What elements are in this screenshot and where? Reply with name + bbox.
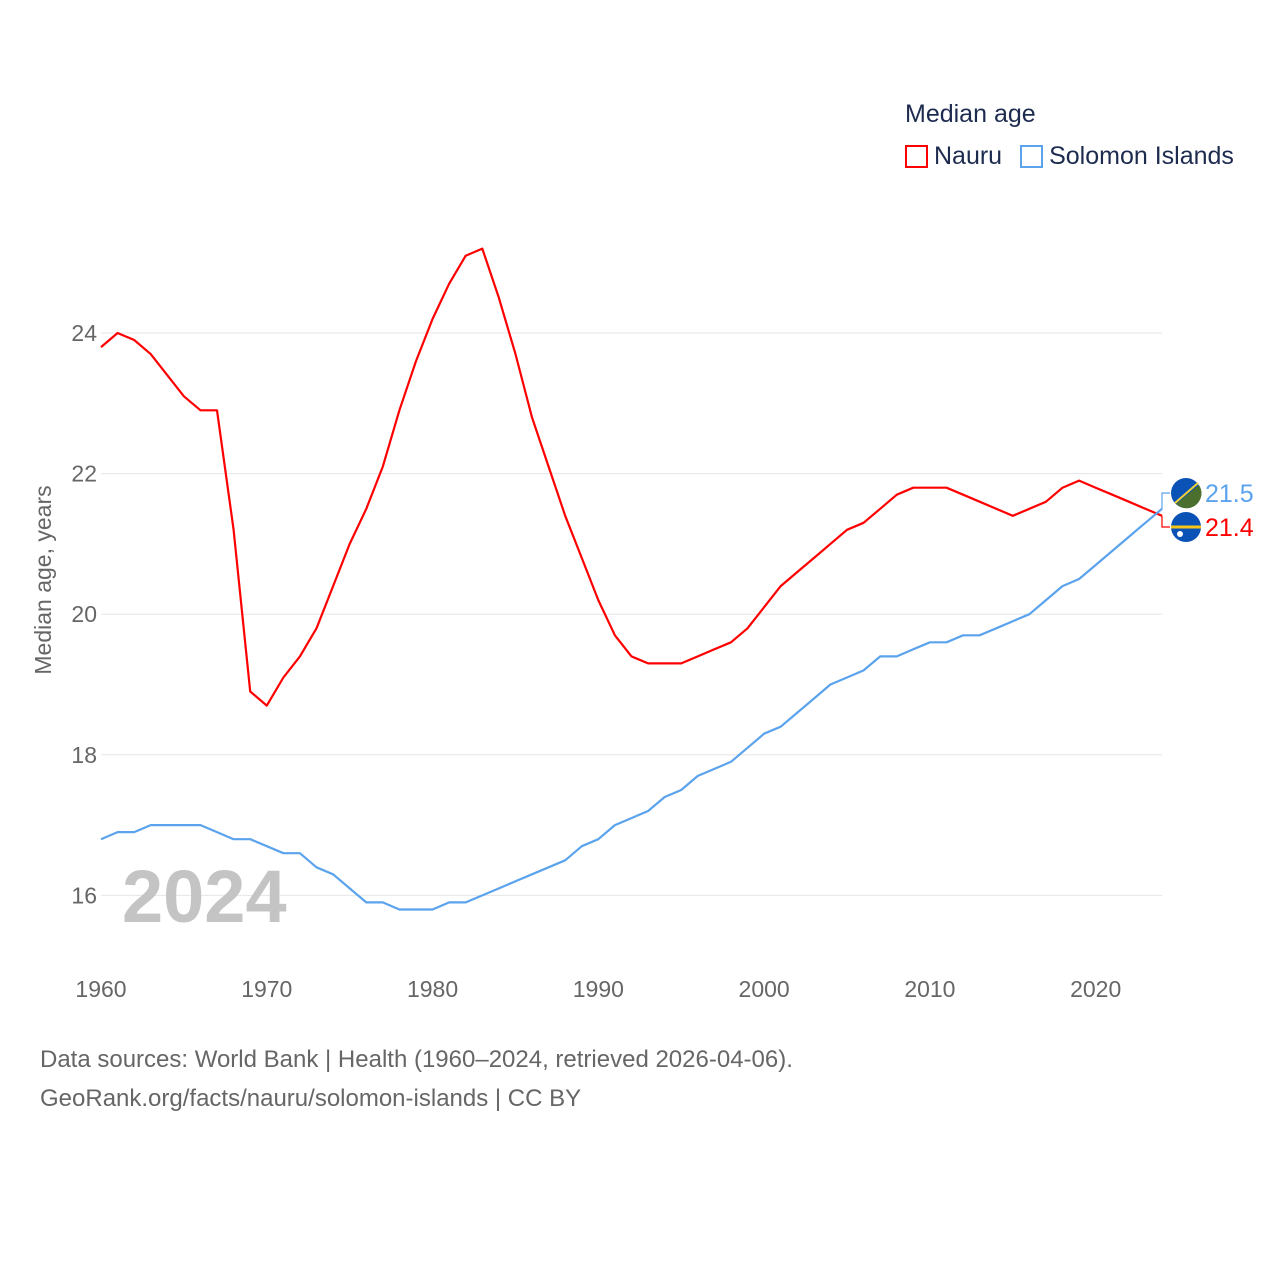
source-url: GeoRank.org/facts/nauru/solomon-islands … xyxy=(40,1085,582,1112)
x-tick-label: 1980 xyxy=(407,976,458,1002)
series-line-nauru xyxy=(100,247,1163,707)
source-line: Data sources: World Bank | Health (1960–… xyxy=(40,1046,793,1073)
end-value-label: 21.4 xyxy=(1205,514,1254,542)
x-tick-label: 1970 xyxy=(241,976,292,1002)
end-value-label: 21.5 xyxy=(1205,480,1254,508)
legend-swatch-solomon-islands xyxy=(1020,145,1044,168)
y-tick-label: 20 xyxy=(71,601,97,627)
legend-label-nauru: Nauru xyxy=(934,142,1003,170)
y-tick-label: 24 xyxy=(71,320,97,346)
legend: Nauru Solomon Islands xyxy=(905,142,1234,171)
flag-stripe xyxy=(1174,482,1199,504)
x-tick-label: 2000 xyxy=(739,976,790,1002)
end-label-connector xyxy=(1161,492,1170,509)
legend-item-nauru[interactable]: Nauru xyxy=(905,142,1002,171)
legend-item-solomon-islands[interactable]: Solomon Islands xyxy=(1020,142,1234,171)
legend-swatch-nauru xyxy=(905,145,928,168)
y-tick-label: 18 xyxy=(71,742,97,768)
x-tick-label: 1960 xyxy=(75,976,126,1002)
x-tick-label: 2020 xyxy=(1070,976,1121,1002)
y-axis-label: Median age, years xyxy=(30,485,56,674)
legend-label-solomon-islands: Solomon Islands xyxy=(1049,142,1234,170)
end-label-connector xyxy=(1161,515,1170,528)
flag-star xyxy=(1177,531,1183,537)
y-tick-label: 22 xyxy=(71,461,97,487)
x-tick-label: 1990 xyxy=(573,976,624,1002)
y-tick-label: 16 xyxy=(71,882,97,908)
x-tick-label: 2010 xyxy=(904,976,955,1002)
year-watermark: 2024 xyxy=(122,855,287,938)
legend-title: Median age xyxy=(905,100,1036,128)
series-line-solomon-islands xyxy=(100,507,1163,911)
flag-stripe xyxy=(1171,525,1201,529)
flag-green-part xyxy=(1176,485,1202,509)
